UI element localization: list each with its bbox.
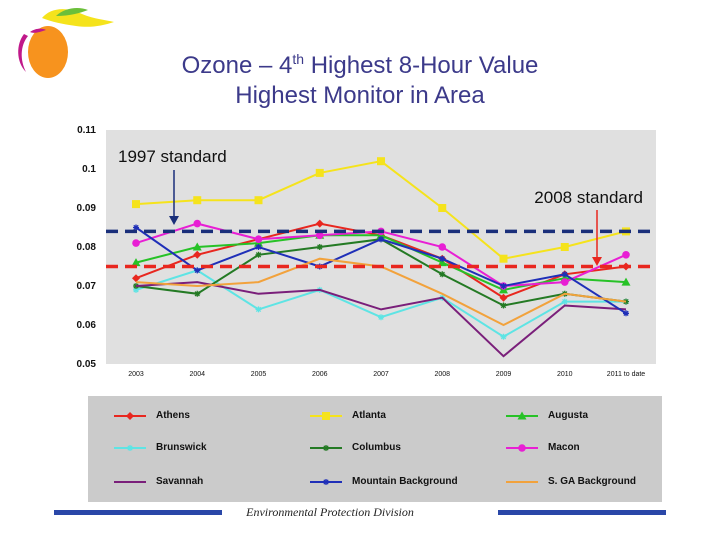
data-point-brunswick (133, 286, 139, 293)
legend-marker (323, 445, 329, 451)
data-point-mountain-background (194, 267, 201, 274)
data-point-mountain-background (378, 236, 384, 243)
legend-marker (127, 445, 133, 451)
data-point-atlanta (560, 243, 569, 251)
legend-label: Athens (156, 410, 190, 421)
data-point-mountain-background (500, 283, 507, 289)
data-point-augusta (621, 277, 631, 286)
series-line-savannah (135, 281, 627, 358)
x-tick-label: 2011 to date (607, 371, 646, 378)
x-tick-label: 2007 (373, 371, 389, 378)
data-point-athens (132, 274, 140, 283)
legend-marker (517, 411, 527, 420)
y-tick-label: 0.06 (77, 320, 97, 331)
legend-label: S. GA Background (548, 476, 636, 487)
peach-logo-icon (18, 8, 114, 78)
data-point-athens (499, 293, 508, 302)
data-point-atlanta (254, 196, 263, 205)
chart-legend: Athens Atlanta Augusta Brunswick Columbus Mac… (88, 396, 662, 502)
legend-swatch (506, 444, 538, 452)
ozone-line-chart: 0.05 0.06 0.07 0.08 0.09 0.1 0.11 2003 2004 2005 2… (77, 125, 656, 378)
footer-bar-right (498, 510, 666, 515)
y-tick-label: 0.09 (77, 203, 97, 214)
data-point-brunswick (561, 298, 568, 305)
x-tick-label: 2009 (496, 371, 512, 378)
legend-swatch (310, 445, 342, 451)
x-tick-label: 2004 (189, 371, 205, 378)
legend-label: Mountain Background (352, 476, 458, 487)
data-point-macon (132, 239, 140, 247)
data-point-atlanta (499, 254, 508, 263)
data-point-atlanta (377, 157, 385, 166)
x-tick-label: 2003 (128, 371, 144, 378)
data-point-columbus (255, 251, 262, 258)
legend-swatch (506, 411, 538, 420)
data-point-mountain-background (439, 255, 446, 262)
legend-marker (518, 444, 526, 452)
y-tick-label: 0.07 (77, 281, 97, 292)
legend-swatch (310, 412, 342, 420)
data-point-augusta (192, 242, 202, 251)
title-line-1-post: Highest 8-Hour Value (304, 52, 539, 79)
data-point-columbus (194, 290, 201, 297)
legend-swatch (114, 445, 146, 451)
x-tick-label: 2010 (557, 371, 573, 378)
x-tick-label: 2005 (251, 371, 267, 378)
data-point-mountain-background (255, 244, 262, 250)
y-tick-label: 0.11 (77, 125, 96, 136)
data-point-macon (193, 219, 202, 228)
data-point-macon (254, 235, 263, 243)
data-point-brunswick (255, 306, 262, 313)
title-line-1: Ozone – 4th Highest 8-Hour Value (0, 44, 720, 81)
legend-marker (322, 412, 330, 420)
legend-label: Augusta (548, 410, 588, 421)
legend-label: Atlanta (352, 410, 386, 421)
data-point-atlanta (438, 204, 447, 212)
annotation-1997-standard: 1997 standard (118, 147, 227, 166)
y-tick-label: 0.08 (77, 242, 97, 253)
data-point-athens (193, 250, 202, 259)
legend-label: Brunswick (156, 442, 207, 453)
title-superscript: th (292, 51, 305, 67)
data-point-macon (315, 231, 324, 240)
data-point-macon (622, 251, 630, 259)
data-point-mountain-background (623, 310, 629, 317)
footer-text: Environmental Protection Division (246, 505, 414, 519)
data-point-atlanta (132, 200, 140, 209)
footer-bar-left (54, 510, 222, 515)
data-point-macon (438, 243, 447, 251)
data-point-brunswick (378, 314, 384, 321)
title-line-2: Highest Monitor in Area (235, 82, 485, 109)
legend-label: Savannah (156, 476, 204, 487)
legend-swatch (114, 481, 146, 483)
x-tick-label: 2008 (434, 371, 450, 378)
data-point-athens (315, 219, 324, 228)
data-point-augusta (131, 258, 141, 267)
title-line-1-pre: Ozone – 4 (181, 52, 293, 79)
data-point-atlanta (315, 168, 324, 177)
data-point-macon (560, 278, 569, 286)
data-point-columbus (500, 302, 507, 309)
annotation-2008-standard: 2008 standard (534, 188, 643, 207)
data-point-augusta (437, 258, 447, 267)
y-tick-label: 0.05 (77, 359, 97, 370)
data-point-mountain-background (561, 271, 568, 278)
legend-label: Columbus (352, 442, 401, 453)
annotation-arrowhead-2008 (592, 257, 602, 266)
page-title: Ozone – 4th Highest 8-Hour Value Highest… (0, 44, 720, 111)
legend-swatch (114, 412, 146, 420)
data-point-atlanta (193, 196, 202, 205)
legend-marker (323, 479, 329, 485)
legend-label: Macon (548, 442, 580, 453)
legend-marker (126, 412, 134, 420)
legend-swatch (310, 479, 342, 485)
data-point-columbus (316, 244, 323, 250)
data-point-columbus (439, 271, 446, 278)
x-tick-label: 2006 (312, 371, 328, 378)
y-tick-label: 0.1 (82, 164, 96, 175)
data-point-brunswick (500, 333, 507, 340)
annotation-arrowhead-1997 (169, 216, 179, 225)
data-point-mountain-background (133, 224, 139, 231)
legend-swatch (506, 481, 538, 483)
